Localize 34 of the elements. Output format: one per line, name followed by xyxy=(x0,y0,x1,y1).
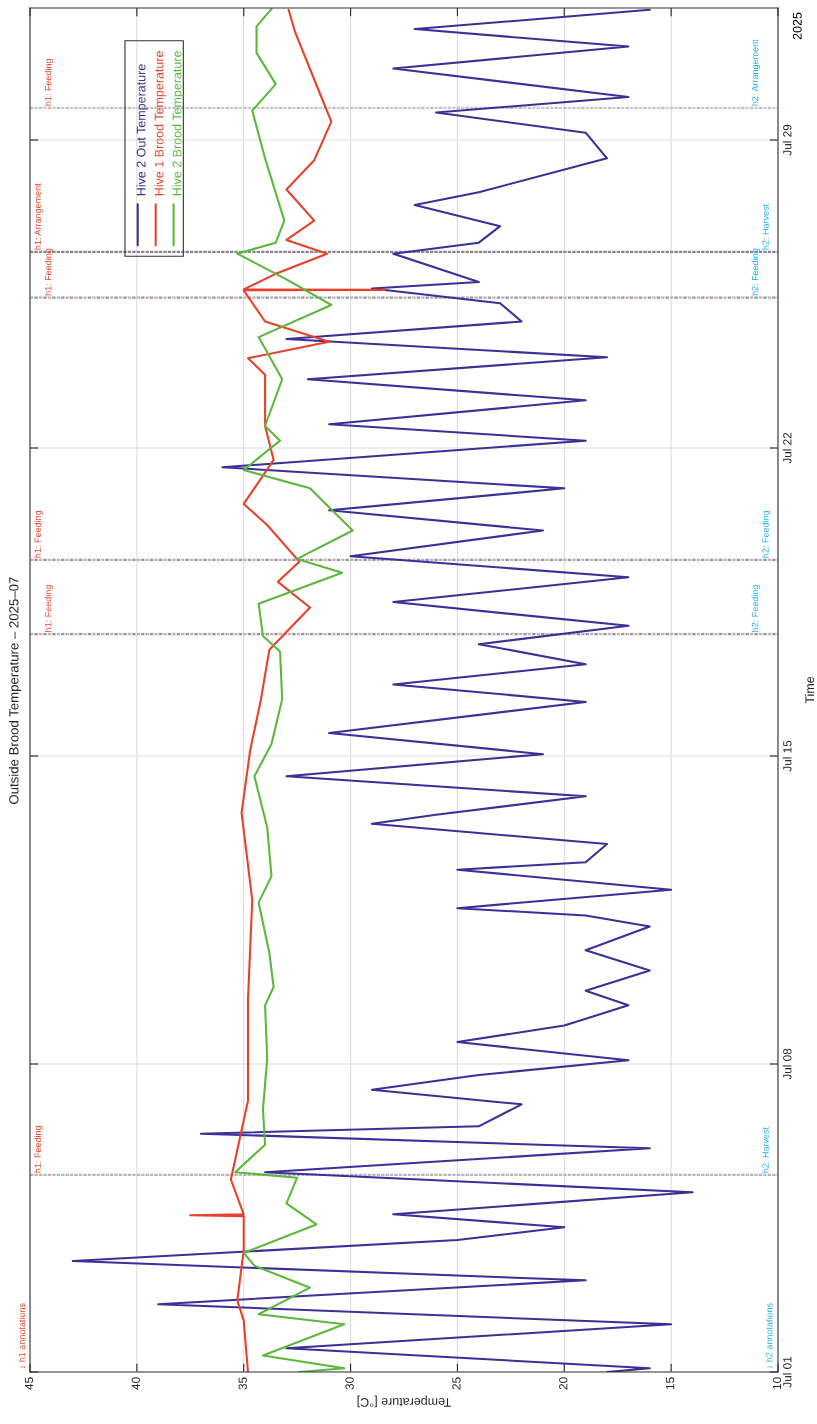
x-tick-label: 45 xyxy=(24,1377,34,1390)
x-tick-label: 25 xyxy=(452,1377,461,1390)
ref-line-label: h2: Harvest xyxy=(762,1127,769,1173)
text: Hive 2 Brood Temperature xyxy=(172,51,184,196)
x-tick-label: 30 xyxy=(345,1377,354,1390)
x-tick-label: 10 xyxy=(772,1377,782,1390)
text: Outside Brood Temperature – 2025–07 xyxy=(8,577,22,804)
annotation: ↓ h2 annotations xyxy=(765,1303,773,1369)
y-tick-label: Jul 22 xyxy=(782,432,792,464)
x-tick-label: 35 xyxy=(238,1377,247,1390)
ref-line-label: h1: Feeding xyxy=(34,510,43,558)
x-tick-label: 40 xyxy=(131,1377,141,1390)
ref-line-label: h2: Feeding xyxy=(751,248,761,296)
text: ↓ h1 annotations xyxy=(18,1303,26,1369)
ref-line-label: h2: Feeding xyxy=(751,585,761,632)
ref-line-label: h2: Harvest xyxy=(762,203,769,250)
ref-line-label: h2: Feeding xyxy=(762,510,771,558)
ref-line-label: h2: Arrangement xyxy=(751,39,761,106)
x-axis-title: Temperature [°C] xyxy=(357,1395,452,1408)
text: 2025 xyxy=(792,12,802,40)
y-tick-label: Jul 08 xyxy=(782,1048,792,1080)
ref-line-label: h1: Feeding xyxy=(44,248,54,296)
ref-line-label: h1: Feeding xyxy=(44,585,54,632)
text: Hive 2 Out Temperature xyxy=(136,64,149,196)
x-tick-label: 20 xyxy=(559,1377,568,1390)
y-tick-label: Jul 29 xyxy=(782,124,792,156)
x-tick-label: 15 xyxy=(666,1377,675,1390)
text: Hive 1 Brood Temperature xyxy=(154,51,166,196)
ref-line-label: h1: Feeding xyxy=(34,1126,43,1173)
ref-line-label: h1: Arrangement xyxy=(34,183,43,250)
y-axis-title: Time xyxy=(804,676,815,704)
y-tick-label: Jul 01 xyxy=(782,1356,792,1388)
y-tick-label: Jul 15 xyxy=(782,740,792,772)
ref-line-label: h1: Feeding xyxy=(44,59,54,106)
